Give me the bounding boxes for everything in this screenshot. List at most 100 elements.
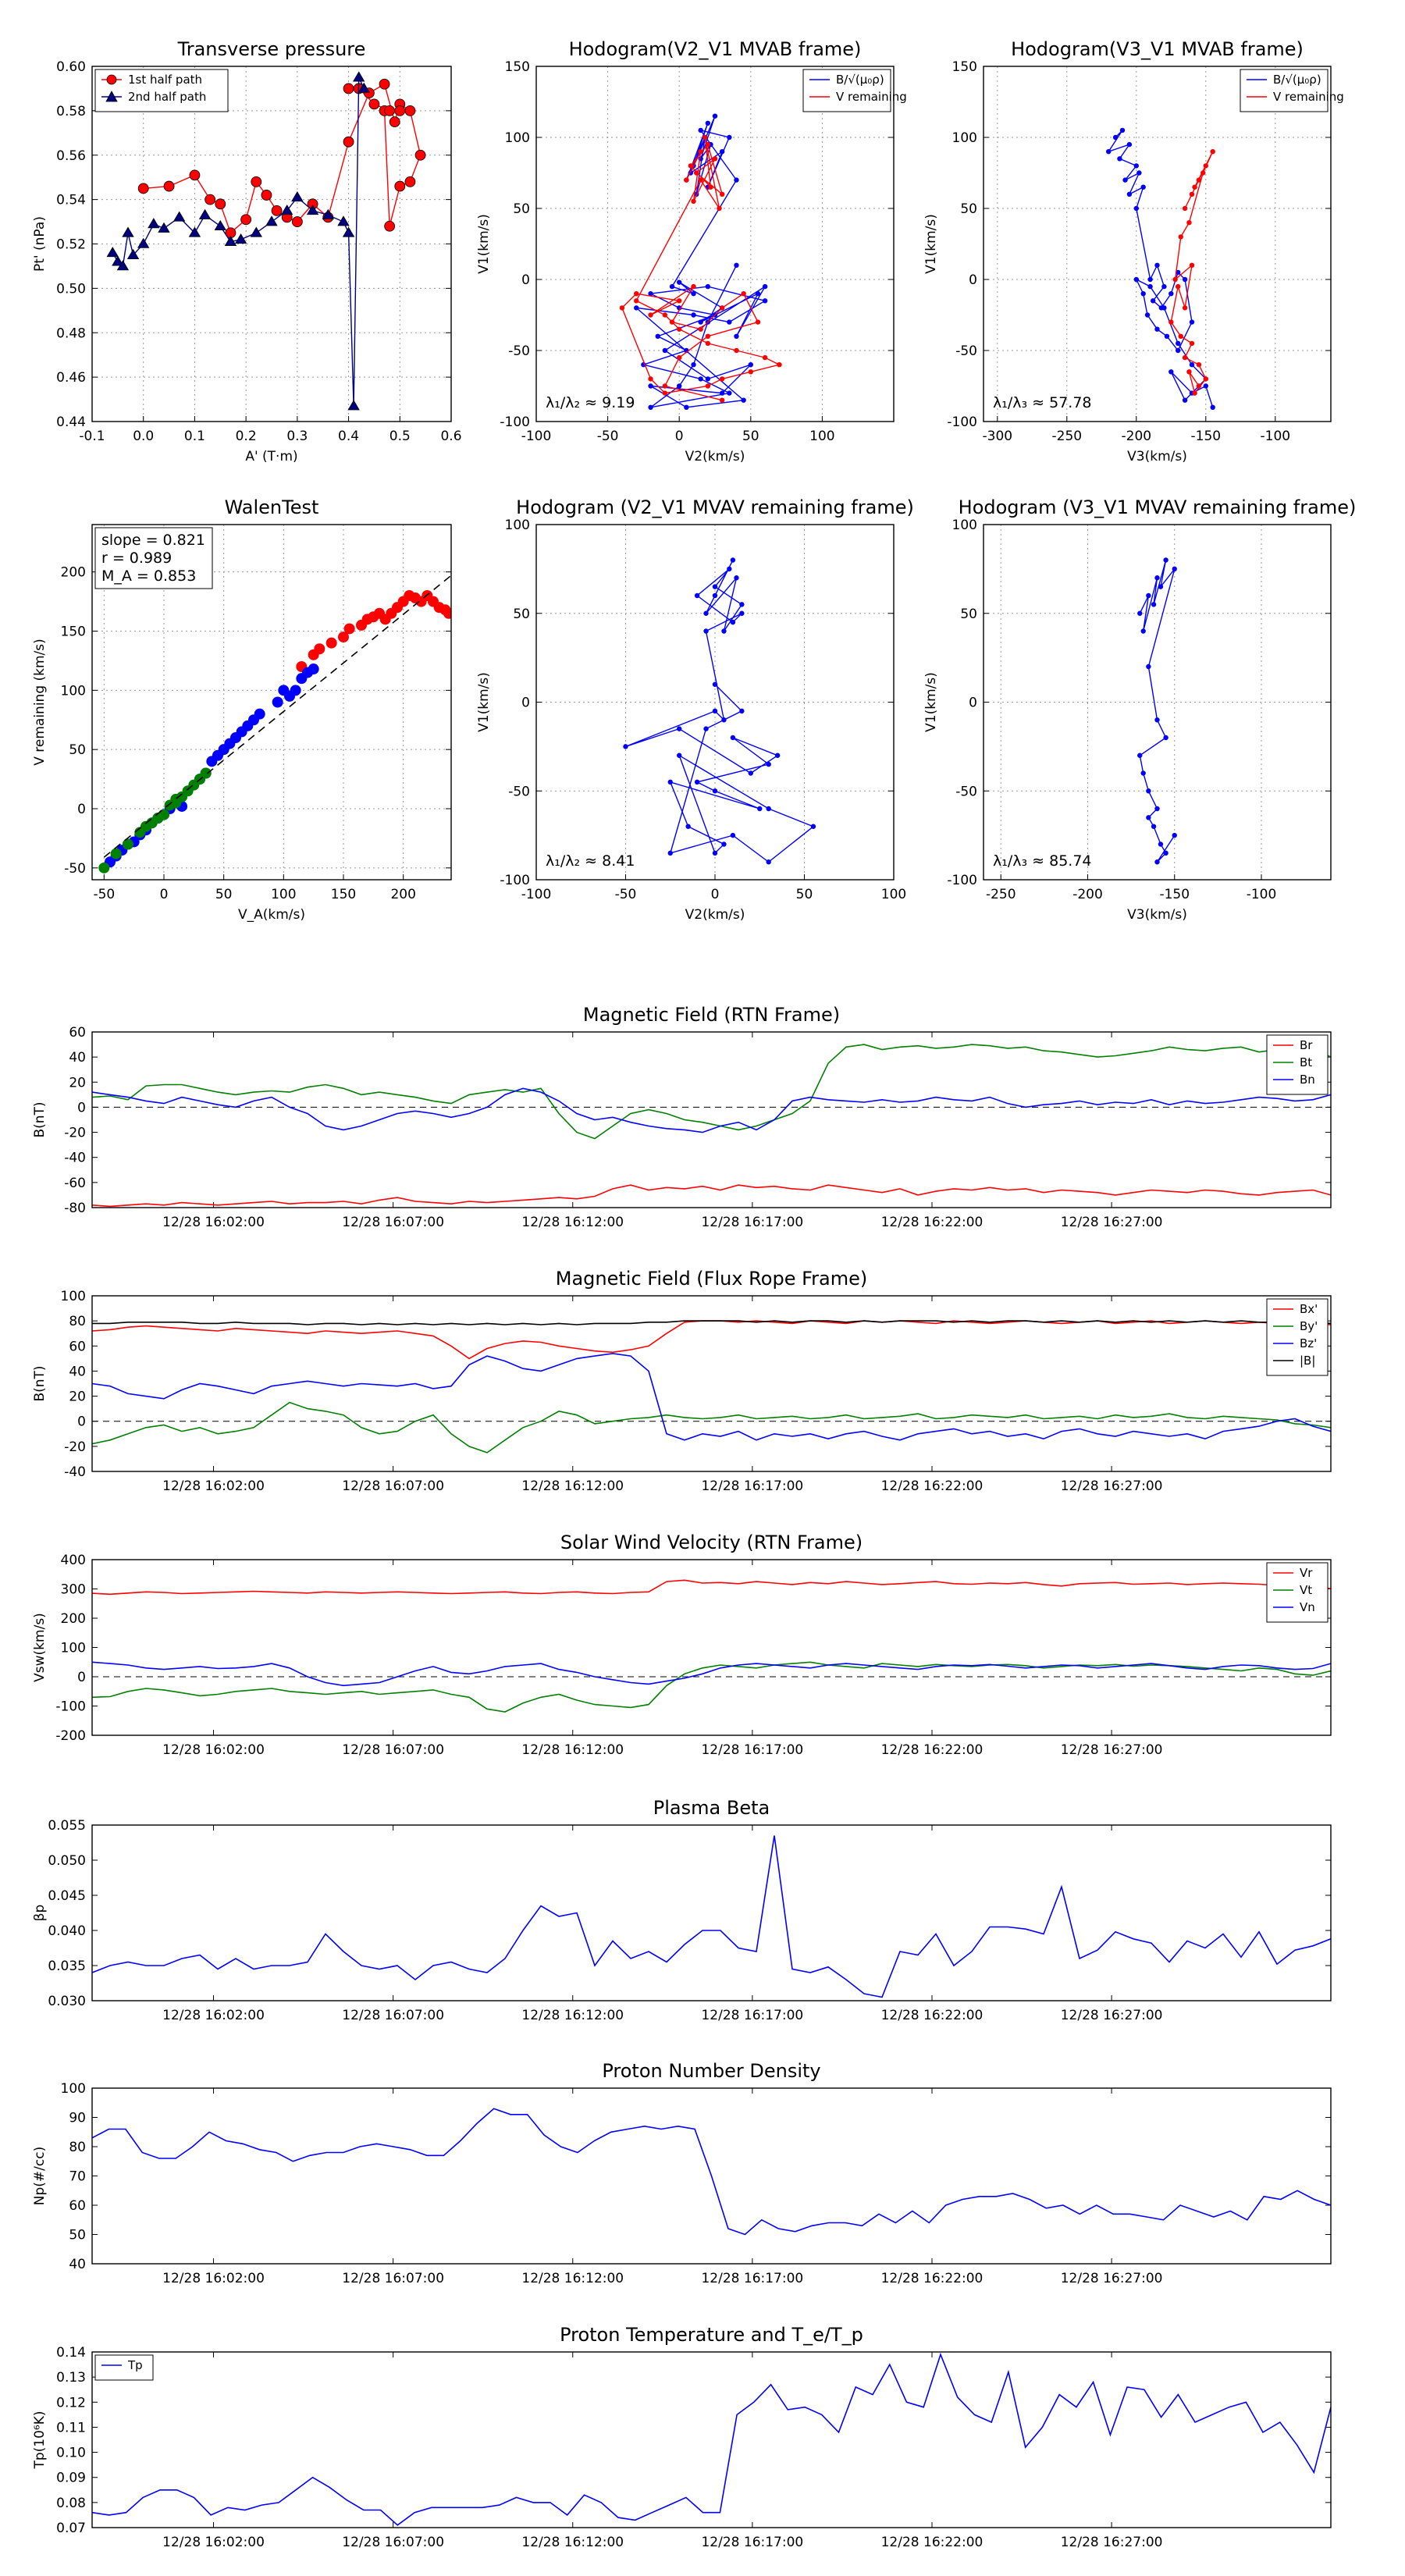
data-point xyxy=(1176,340,1181,347)
series-line-V xyxy=(621,137,781,401)
series-group xyxy=(623,557,816,865)
x-tick-label: 0.6 xyxy=(440,429,461,444)
x-tick-label: 12/28 16:12:00 xyxy=(521,1478,624,1494)
data-point xyxy=(708,184,713,190)
legend-label: By' xyxy=(1300,1319,1318,1333)
x-tick-label: 12/28 16:07:00 xyxy=(342,1478,444,1494)
panel-p8: Magnetic Field (Flux Rope Frame) -40 -20 0 2… xyxy=(32,1268,1332,1494)
y-axis-label: Np(#/cc) xyxy=(32,2147,48,2205)
data-point xyxy=(112,255,124,266)
data-point xyxy=(712,681,718,687)
data-point xyxy=(734,177,739,183)
chart-title: Proton Temperature and T_e/T_p xyxy=(560,2324,863,2346)
data-point xyxy=(698,127,703,133)
data-point xyxy=(623,744,628,749)
y-axis-label: βp xyxy=(32,1905,48,1922)
data-point xyxy=(712,850,718,856)
data-point xyxy=(250,226,262,237)
x-tick-label: 0.2 xyxy=(236,429,257,444)
x-tick-label: 12/28 16:02:00 xyxy=(162,1478,265,1494)
plot-frame xyxy=(91,1295,1332,1472)
y-tick-label: 150 xyxy=(952,59,977,75)
plot-area xyxy=(92,1560,1331,1735)
y-tick-label: 0.52 xyxy=(56,237,86,253)
y-axis-label: B(nT) xyxy=(32,1101,48,1137)
data-point xyxy=(774,753,781,758)
x-axis-label: V3(km/s) xyxy=(1127,449,1187,464)
data-point xyxy=(1172,276,1178,283)
data-point xyxy=(404,176,416,187)
x-tick-label: 12/28 16:07:00 xyxy=(342,1215,444,1230)
data-point xyxy=(140,820,151,832)
y-tick-label: -80 xyxy=(64,1201,86,1216)
x-tick-label: 12/28 16:22:00 xyxy=(881,1215,984,1230)
data-point xyxy=(290,685,301,696)
data-point xyxy=(1154,806,1160,812)
x-tick-label: 50 xyxy=(215,887,233,902)
plot-frame xyxy=(91,66,452,422)
y-tick-label: 0.11 xyxy=(56,2420,86,2435)
legend-label: 1st half path xyxy=(128,73,202,87)
data-point xyxy=(254,708,265,720)
y-tick-label: 0.040 xyxy=(48,1923,86,1939)
x-tick-label: 0 xyxy=(675,429,684,444)
legend-box xyxy=(94,2354,154,2381)
data-point xyxy=(739,610,745,616)
y-tick-label: 0.10 xyxy=(56,2446,86,2461)
y-tick-label: -100 xyxy=(947,415,977,430)
legend-label: Vn xyxy=(1300,1600,1315,1614)
data-point xyxy=(1172,566,1177,572)
data-point xyxy=(1112,134,1119,141)
data-point xyxy=(261,190,272,201)
data-point xyxy=(762,354,768,361)
x-tick-label: 12/28 16:27:00 xyxy=(1061,2271,1163,2286)
data-point xyxy=(1154,575,1160,581)
data-point xyxy=(1147,283,1153,290)
data-point xyxy=(1163,735,1168,741)
y-tick-label: 0.44 xyxy=(56,415,86,430)
data-point xyxy=(1186,369,1192,375)
plot-area xyxy=(92,1825,1331,2001)
x-tick-label: -0.1 xyxy=(79,429,105,444)
x-tick-label: 12/28 16:17:00 xyxy=(701,1215,803,1230)
legend-box xyxy=(802,69,891,112)
series-line-B xyxy=(625,560,815,863)
data-point xyxy=(1154,262,1160,268)
data-point xyxy=(1189,362,1195,368)
data-point xyxy=(224,235,237,246)
chart-title: Hodogram (V2_V1 MVAV remaining frame) xyxy=(516,496,914,518)
x-tick-label: 12/28 16:12:00 xyxy=(521,1215,624,1230)
stats-text: r = 0.989 xyxy=(101,550,172,567)
x-tick-label: -100 xyxy=(521,887,552,902)
data-point xyxy=(662,347,668,354)
data-point xyxy=(116,260,130,271)
series-line-beta xyxy=(92,1835,1331,1998)
x-tick-label: 12/28 16:12:00 xyxy=(521,2008,624,2023)
series-group xyxy=(92,2108,1331,2236)
legend-label: Tp xyxy=(127,2358,143,2372)
y-tick-label: 200 xyxy=(61,1611,86,1627)
data-point xyxy=(677,354,682,361)
data-point xyxy=(1119,127,1126,133)
data-point xyxy=(677,298,682,304)
data-point xyxy=(705,376,711,382)
chart-title: Magnetic Field (Flux Rope Frame) xyxy=(556,1268,867,1290)
stats-box xyxy=(94,527,213,589)
x-tick-label: 12/28 16:27:00 xyxy=(1061,2008,1163,2023)
data-point xyxy=(762,283,768,290)
data-point xyxy=(343,623,355,635)
plot-frame xyxy=(91,1824,1332,2001)
data-point xyxy=(126,248,140,260)
data-point xyxy=(1210,404,1215,410)
data-point xyxy=(271,205,283,216)
data-point xyxy=(1161,305,1167,311)
data-point xyxy=(712,592,718,599)
y-tick-label: 100 xyxy=(61,2081,86,2097)
data-point xyxy=(1182,397,1188,403)
fit-line xyxy=(103,575,451,858)
data-point xyxy=(684,177,689,183)
x-tick-label: 12/28 16:17:00 xyxy=(701,2008,803,2023)
y-tick-label: 0.050 xyxy=(48,1853,86,1869)
x-tick-label: -100 xyxy=(1247,887,1277,902)
data-point xyxy=(158,222,170,233)
